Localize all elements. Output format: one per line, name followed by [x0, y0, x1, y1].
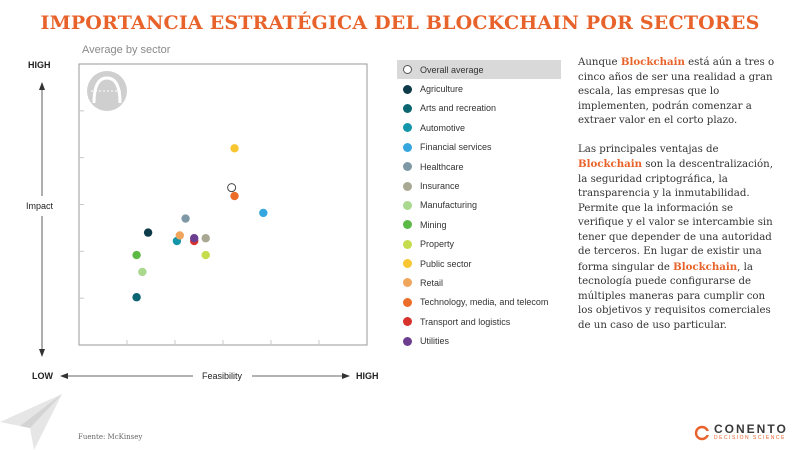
- legend-swatch: [403, 123, 412, 133]
- data-point-retail: [175, 231, 184, 240]
- grid-lines: [79, 110, 320, 345]
- brand-tagline: DECISION SCIENCE: [714, 435, 786, 441]
- data-point-public-sector: [230, 144, 239, 153]
- legend-label: Mining: [420, 219, 447, 230]
- legend-label: Healthcare: [420, 161, 464, 172]
- legend-label: Transport and logistics: [420, 316, 511, 327]
- legend-swatch: [403, 259, 412, 269]
- legend-swatch: [403, 84, 412, 94]
- data-point-utilities: [190, 234, 199, 243]
- legend-item: Retail: [397, 273, 561, 292]
- legend-swatch: [403, 297, 412, 307]
- legend-item: Technology, media, and telecom: [397, 293, 561, 312]
- legend-item: Property: [397, 235, 561, 254]
- slide-title: IMPORTANCIA ESTRATÉGICA DEL BLOCKCHAIN P…: [40, 12, 760, 34]
- data-point-property: [201, 250, 210, 260]
- legend-label: Manufacturing: [420, 200, 478, 211]
- legend-label: Overall average: [420, 64, 484, 75]
- data-point-financial-services: [259, 208, 268, 218]
- legend-item: Automotive: [397, 118, 561, 137]
- legend-swatch: [403, 317, 412, 327]
- x-axis-arrow-left-icon: [60, 373, 68, 379]
- legend-swatch: [403, 65, 412, 75]
- legend-item: Utilities: [397, 331, 561, 350]
- data-point-healthcare: [181, 214, 190, 223]
- legend-swatch: [403, 103, 412, 113]
- brand-name: CONENTO: [714, 422, 788, 436]
- legend-item: Arts and recreation: [397, 99, 561, 118]
- description-panel: Aunque Blockchain está aún a tres o cinc…: [578, 55, 780, 347]
- legend-label: Retail: [420, 277, 444, 288]
- data-point-insurance: [201, 234, 210, 243]
- data-point-mining: [132, 250, 141, 260]
- legend-swatch: [403, 278, 412, 288]
- legend-item: Financial services: [397, 138, 561, 157]
- badge-arc-icon: [86, 70, 128, 117]
- brand-logo: CONENTO DECISION SCIENCE: [694, 423, 788, 442]
- legend-label: Insurance: [420, 181, 460, 192]
- legend-label: Agriculture: [420, 84, 464, 95]
- legend-item: Agriculture: [397, 79, 561, 98]
- data-point-agriculture: [143, 228, 153, 237]
- y-high-label: HIGH: [28, 60, 51, 70]
- legend-label: Property: [420, 239, 455, 250]
- legend-swatch: [403, 239, 412, 249]
- source-note: Fuente: McKinsey: [78, 433, 143, 441]
- legend-item: Overall average: [397, 60, 561, 80]
- brand-mark-icon: [694, 425, 710, 440]
- y-axis-arrow-down-icon: [39, 349, 45, 357]
- paragraph-advantages: Las principales ventajas de Blockchain s…: [578, 143, 773, 331]
- chart-subtitle: Average by sector: [82, 44, 171, 56]
- legend-item: Public sector: [397, 254, 561, 273]
- data-point-overall-average: [227, 183, 237, 193]
- y-axis-arrow-up-icon: [39, 82, 45, 90]
- legend-label: Public sector: [420, 258, 472, 269]
- legend-item: Insurance: [397, 176, 561, 195]
- legend-label: Technology, media, and telecom: [420, 297, 549, 308]
- legend-label: Utilities: [420, 336, 450, 347]
- x-axis-arrow-right-icon: [342, 373, 350, 379]
- legend-label: Automotive: [420, 122, 466, 133]
- legend-item: Transport and logistics: [397, 312, 561, 331]
- corner-arrow-icon: [0, 392, 72, 450]
- data-point-arts-and-recreation: [132, 293, 141, 302]
- x-high-label: HIGH: [356, 371, 379, 381]
- legend-swatch: [403, 142, 412, 152]
- legend-item: Mining: [397, 215, 561, 234]
- legend-swatch: [403, 336, 412, 346]
- legend-swatch: [403, 162, 412, 172]
- x-low-label: LOW: [32, 371, 53, 381]
- data-point-manufacturing: [138, 267, 147, 277]
- data-point-technology-media-and-telecom: [230, 191, 239, 201]
- legend-swatch: [403, 181, 412, 191]
- legend-swatch: [403, 200, 412, 210]
- legend-item: Manufacturing: [397, 196, 561, 215]
- legend-swatch: [403, 220, 412, 230]
- legend-label: Arts and recreation: [420, 103, 497, 114]
- legend-label: Financial services: [420, 142, 492, 153]
- chart-legend: Overall average Agriculture Arts and recre…: [397, 60, 561, 351]
- x-axis-label: Feasibility: [202, 371, 243, 381]
- legend-item: Healthcare: [397, 157, 561, 176]
- paragraph-intro: Aunque Blockchain está aún a tres o cinc…: [578, 56, 775, 126]
- y-axis-label: Impact: [26, 201, 54, 211]
